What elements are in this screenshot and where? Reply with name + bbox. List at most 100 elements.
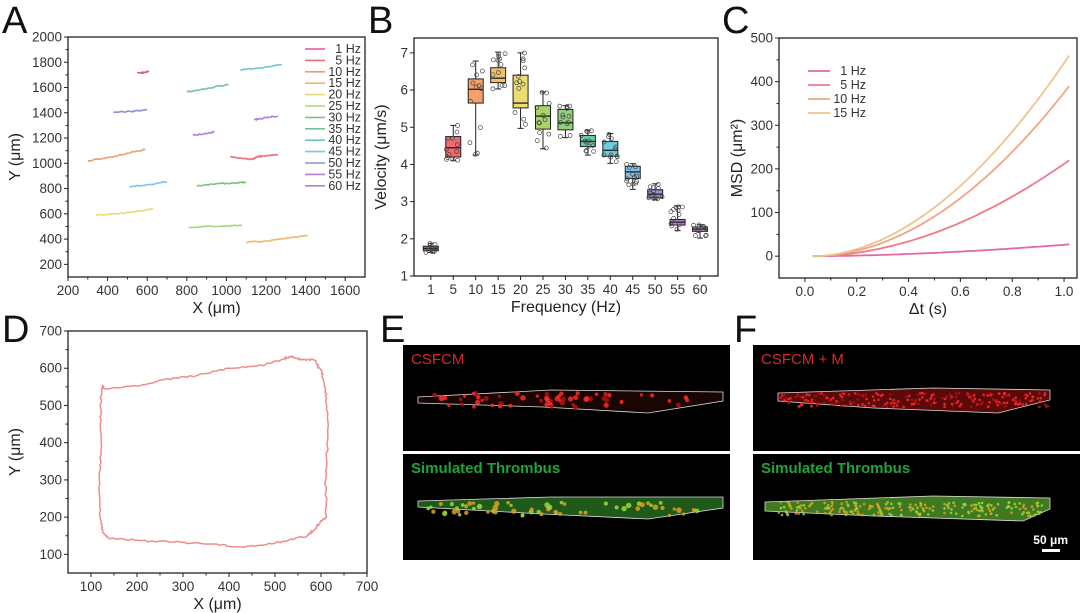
fluorescent-cell <box>1024 507 1027 511</box>
fluorescent-cell <box>681 512 686 516</box>
fluorescent-cell <box>1038 391 1041 395</box>
y-tick-label: 1600 <box>32 80 62 95</box>
fluorescent-cell <box>1031 395 1035 399</box>
fluorescent-cell <box>931 509 935 512</box>
trajectory-line <box>87 148 146 162</box>
fluorescent-cell <box>649 503 653 507</box>
fluorescent-cell <box>543 395 550 401</box>
fluorescent-cell <box>588 396 594 402</box>
fluorescent-cell <box>958 404 962 408</box>
y-tick-label: 700 <box>39 324 62 339</box>
data-point <box>586 138 592 144</box>
x-tick-label: 10 <box>468 282 483 297</box>
trajectory-line <box>253 115 279 122</box>
fluorescent-cell <box>790 507 793 510</box>
panel-letter-f: F <box>734 309 757 351</box>
fluorescent-cell <box>800 403 804 407</box>
fluorescent-cell <box>822 393 825 396</box>
x-tick-label: 400 <box>218 579 241 594</box>
fluorescent-cell <box>910 402 914 406</box>
data-point <box>522 50 527 56</box>
data-point <box>478 125 483 130</box>
y-tick-label: 100 <box>750 205 773 220</box>
fluorescent-cell <box>471 506 476 511</box>
data-point <box>591 148 596 154</box>
fluorescent-cell <box>828 512 832 515</box>
fluorescent-cell <box>788 503 791 506</box>
fluorescent-cell <box>1035 502 1039 505</box>
fluorescent-cell <box>583 396 589 402</box>
fluorescent-cell <box>871 404 875 407</box>
fluorescent-cell <box>858 504 862 508</box>
data-point <box>614 154 620 160</box>
y-tick-label: 200 <box>39 257 62 272</box>
x-tick-label: 40 <box>603 282 618 297</box>
fluorescent-cell <box>795 509 799 512</box>
fluorescent-cell <box>1044 403 1047 406</box>
y-tick-label: 800 <box>39 181 62 196</box>
fluorescent-cell <box>508 403 513 408</box>
x-tick-label: 1200 <box>251 283 281 298</box>
data-point <box>522 65 528 71</box>
fluorescent-cell <box>514 390 520 396</box>
fluorescent-cell <box>981 509 984 513</box>
data-point <box>560 114 566 120</box>
fluorescent-cell <box>993 399 996 402</box>
fluorescent-cell <box>1043 393 1046 397</box>
x-tick-label: 5 <box>450 282 458 297</box>
fluorescent-cell <box>918 398 921 401</box>
fluorescent-cell <box>805 393 809 396</box>
fluorescent-cell <box>497 404 503 409</box>
fluorescent-cell <box>823 501 827 505</box>
x-tick-label: 50 <box>648 282 663 297</box>
fluorescent-cell <box>978 514 981 518</box>
fluorescent-cell <box>895 401 899 405</box>
data-point <box>626 182 632 188</box>
fluorescent-cell <box>1036 397 1040 400</box>
data-point <box>520 81 526 87</box>
fluorescent-cell <box>840 395 844 399</box>
legend-label: 55 Hz <box>328 167 361 181</box>
data-point <box>470 62 475 68</box>
data-point <box>536 120 542 126</box>
chart-c-msd: 0.0 0.2 0.4 0.6 0.8 1.0 0 100 200 300 400 500 Δt (s)… <box>729 31 1078 318</box>
y-tick-label: 1000 <box>32 156 62 171</box>
fluorescent-cell <box>861 393 865 397</box>
fluorescent-cell <box>849 402 853 406</box>
fluorescent-cell <box>782 505 786 509</box>
data-point <box>468 98 473 104</box>
fluorescent-cell <box>895 404 899 407</box>
fluorescent-cell <box>841 398 844 402</box>
x-tick-label: 30 <box>558 282 573 297</box>
fluorescent-cell <box>995 513 999 517</box>
fluorescent-cell <box>787 397 790 401</box>
x-tick-label: 600 <box>310 579 333 594</box>
box <box>557 108 574 131</box>
fluorescent-cell <box>1010 511 1013 514</box>
fluorescent-cell <box>888 397 892 401</box>
data-point <box>455 157 460 163</box>
fluorescent-cell <box>803 395 807 398</box>
fluorescent-cell <box>986 504 989 508</box>
fluorescent-cell <box>986 394 989 397</box>
data-point <box>540 113 546 118</box>
fluorescent-cell <box>919 502 923 506</box>
fluorescent-cell <box>890 401 893 405</box>
fluorescent-cell <box>968 393 971 397</box>
trajectory-line <box>98 355 330 549</box>
fluorescent-cell <box>475 394 481 400</box>
data-point <box>693 233 698 238</box>
fluorescent-cell <box>954 395 958 399</box>
trajectory-line <box>192 130 215 136</box>
panel-letter-d: D <box>2 309 29 351</box>
fluorescent-cell <box>1011 398 1015 402</box>
fluorescent-cell <box>865 397 868 401</box>
fluorescent-cell <box>926 513 930 516</box>
fluorescent-cell <box>892 405 895 408</box>
data-point <box>514 80 520 86</box>
y-axis-label: Y (μm) <box>7 133 24 181</box>
trajectory-line <box>230 153 279 161</box>
fluorescent-cell <box>459 402 464 407</box>
trajectory-line <box>136 70 150 75</box>
data-point <box>613 159 619 165</box>
